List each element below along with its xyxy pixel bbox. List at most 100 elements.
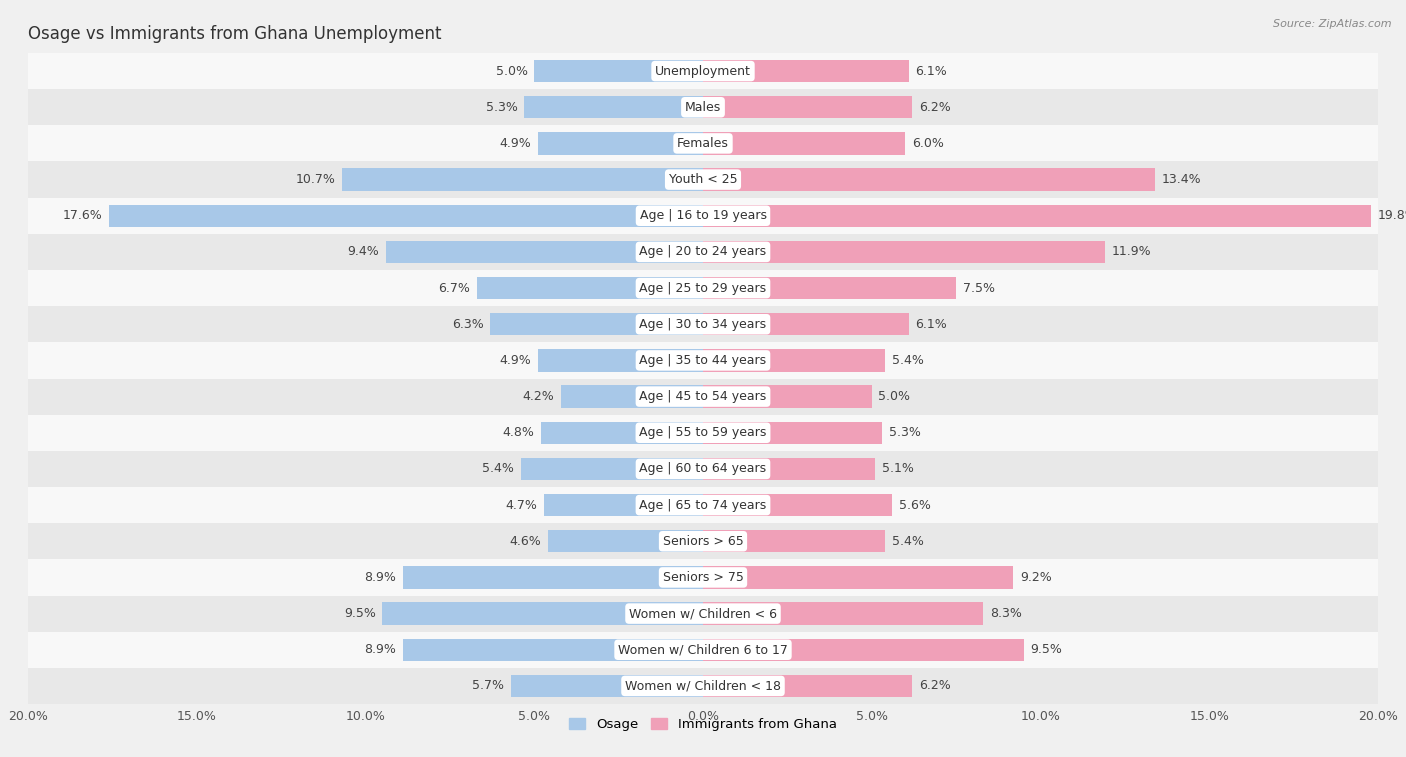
Text: 5.6%: 5.6% <box>898 499 931 512</box>
Text: Age | 30 to 34 years: Age | 30 to 34 years <box>640 318 766 331</box>
Bar <box>385 241 703 263</box>
Text: 6.1%: 6.1% <box>915 318 948 331</box>
Text: 4.6%: 4.6% <box>509 534 541 548</box>
Text: Women w/ Children < 6: Women w/ Children < 6 <box>628 607 778 620</box>
Bar <box>28 306 1378 342</box>
Text: 17.6%: 17.6% <box>63 209 103 223</box>
Bar <box>703 603 983 625</box>
Bar <box>28 415 1378 451</box>
Text: 6.1%: 6.1% <box>915 64 948 77</box>
Bar <box>703 458 875 480</box>
Text: Osage vs Immigrants from Ghana Unemployment: Osage vs Immigrants from Ghana Unemploym… <box>28 25 441 43</box>
Bar <box>402 639 703 661</box>
Bar <box>537 132 703 154</box>
Text: 8.9%: 8.9% <box>364 643 396 656</box>
Text: Youth < 25: Youth < 25 <box>669 173 737 186</box>
Bar <box>28 378 1378 415</box>
Text: 5.3%: 5.3% <box>485 101 517 114</box>
Bar <box>28 53 1378 89</box>
Text: Women w/ Children 6 to 17: Women w/ Children 6 to 17 <box>619 643 787 656</box>
Bar <box>28 126 1378 161</box>
Bar <box>703 530 886 553</box>
Text: 9.2%: 9.2% <box>1021 571 1052 584</box>
Text: Males: Males <box>685 101 721 114</box>
Text: 5.0%: 5.0% <box>495 64 527 77</box>
Text: 4.7%: 4.7% <box>506 499 537 512</box>
Bar <box>703 204 1371 227</box>
Bar <box>703 639 1024 661</box>
Text: 5.4%: 5.4% <box>891 354 924 367</box>
Bar <box>541 422 703 444</box>
Bar <box>28 161 1378 198</box>
Bar <box>703 349 886 372</box>
Bar <box>703 277 956 299</box>
Bar <box>510 674 703 697</box>
Text: 9.5%: 9.5% <box>1031 643 1062 656</box>
Text: Seniors > 65: Seniors > 65 <box>662 534 744 548</box>
Text: 6.2%: 6.2% <box>920 101 950 114</box>
Bar <box>28 342 1378 378</box>
Bar <box>28 487 1378 523</box>
Text: 5.4%: 5.4% <box>891 534 924 548</box>
Bar <box>703 313 908 335</box>
Bar <box>537 349 703 372</box>
Text: 4.2%: 4.2% <box>523 390 554 403</box>
Bar <box>402 566 703 589</box>
Bar <box>703 241 1105 263</box>
Text: 4.8%: 4.8% <box>502 426 534 439</box>
Text: Age | 25 to 29 years: Age | 25 to 29 years <box>640 282 766 294</box>
Bar <box>703 168 1156 191</box>
Bar <box>548 530 703 553</box>
Bar <box>703 60 908 83</box>
Bar <box>703 494 891 516</box>
Text: Females: Females <box>678 137 728 150</box>
Text: 4.9%: 4.9% <box>499 354 531 367</box>
Bar <box>703 385 872 408</box>
Text: Age | 65 to 74 years: Age | 65 to 74 years <box>640 499 766 512</box>
Text: Unemployment: Unemployment <box>655 64 751 77</box>
Text: 6.7%: 6.7% <box>439 282 470 294</box>
Text: 6.3%: 6.3% <box>451 318 484 331</box>
Text: 7.5%: 7.5% <box>963 282 995 294</box>
Text: Source: ZipAtlas.com: Source: ZipAtlas.com <box>1274 19 1392 29</box>
Text: Age | 60 to 64 years: Age | 60 to 64 years <box>640 463 766 475</box>
Text: 9.5%: 9.5% <box>344 607 375 620</box>
Text: 10.7%: 10.7% <box>295 173 335 186</box>
Bar <box>28 89 1378 126</box>
Bar <box>544 494 703 516</box>
Bar <box>703 422 882 444</box>
Bar <box>28 559 1378 596</box>
Text: 8.9%: 8.9% <box>364 571 396 584</box>
Text: Women w/ Children < 18: Women w/ Children < 18 <box>626 680 780 693</box>
Text: 5.1%: 5.1% <box>882 463 914 475</box>
Text: 13.4%: 13.4% <box>1161 173 1202 186</box>
Text: Age | 35 to 44 years: Age | 35 to 44 years <box>640 354 766 367</box>
Bar <box>491 313 703 335</box>
Text: 9.4%: 9.4% <box>347 245 380 258</box>
Bar <box>520 458 703 480</box>
Text: 6.0%: 6.0% <box>912 137 943 150</box>
Text: 5.3%: 5.3% <box>889 426 921 439</box>
Bar <box>477 277 703 299</box>
Bar <box>28 198 1378 234</box>
Text: 6.2%: 6.2% <box>920 680 950 693</box>
Text: 8.3%: 8.3% <box>990 607 1022 620</box>
Bar <box>28 451 1378 487</box>
Bar <box>28 596 1378 631</box>
Text: Age | 16 to 19 years: Age | 16 to 19 years <box>640 209 766 223</box>
Text: Age | 20 to 24 years: Age | 20 to 24 years <box>640 245 766 258</box>
Bar <box>703 566 1014 589</box>
Bar <box>534 60 703 83</box>
Bar <box>342 168 703 191</box>
Bar <box>524 96 703 118</box>
Bar <box>28 668 1378 704</box>
Text: Seniors > 75: Seniors > 75 <box>662 571 744 584</box>
Text: 4.9%: 4.9% <box>499 137 531 150</box>
Text: 11.9%: 11.9% <box>1111 245 1152 258</box>
Bar <box>561 385 703 408</box>
Bar <box>703 674 912 697</box>
Bar <box>28 523 1378 559</box>
Text: Age | 55 to 59 years: Age | 55 to 59 years <box>640 426 766 439</box>
Bar <box>28 631 1378 668</box>
Legend: Osage, Immigrants from Ghana: Osage, Immigrants from Ghana <box>564 713 842 737</box>
